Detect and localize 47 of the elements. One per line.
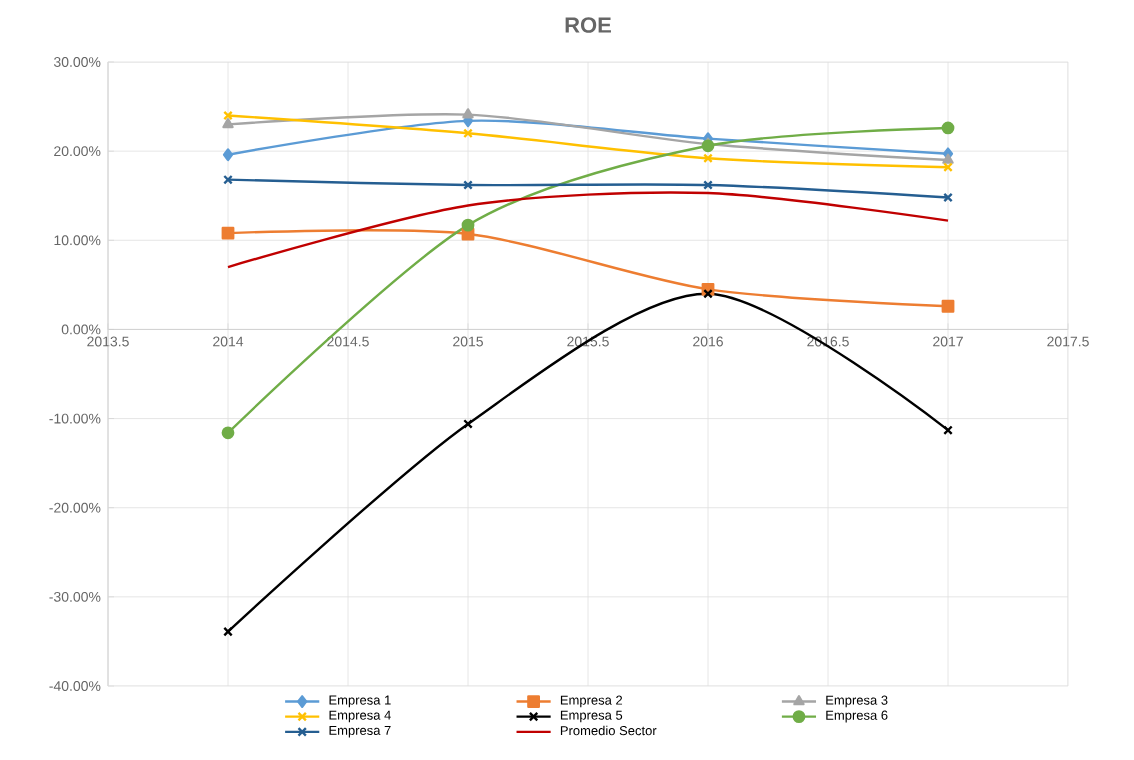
point: [703, 153, 713, 164]
point: [463, 419, 473, 429]
y-tick-label: -20.00%: [49, 502, 101, 513]
x-tick-label: 2013.5: [87, 336, 129, 347]
x-tick-label: 2016: [693, 336, 723, 347]
y-tick-label: -10.00%: [49, 413, 101, 424]
line-series: [226, 191, 950, 269]
x-tick-label: 2014.5: [327, 336, 369, 347]
point: [461, 218, 475, 232]
point: [703, 288, 713, 299]
point: [223, 174, 233, 185]
y-tick-label: 20.00%: [54, 146, 101, 157]
point: [463, 180, 473, 190]
point: [943, 192, 953, 203]
point: [942, 153, 954, 164]
y-tick-label: 30.00%: [53, 57, 101, 67]
point: [943, 425, 953, 436]
legend-label: Empresa 5: [560, 710, 623, 723]
legend-label: Empresa 7: [329, 725, 391, 738]
x-tick-label: 2014: [213, 336, 244, 347]
x-tick-label: 2015: [453, 336, 483, 347]
point: [462, 108, 474, 119]
legend-label: Empresa 6: [826, 710, 888, 723]
y-tick-label: 0.00%: [61, 324, 101, 335]
x-tick-label: 2017.5: [1047, 336, 1089, 347]
point: [943, 162, 953, 173]
point: [221, 226, 235, 240]
legend-label: Empresa 2: [560, 695, 623, 708]
point: [941, 299, 955, 313]
point: [703, 180, 713, 190]
y-tick-label: 10.00%: [54, 235, 101, 246]
legend-label: Promedio Sector: [560, 725, 657, 736]
y-tick-label: -30.00%: [49, 591, 101, 602]
point: [941, 121, 955, 135]
point: [221, 426, 235, 440]
point: [222, 118, 234, 129]
point: [223, 626, 233, 637]
point: [701, 139, 715, 153]
y-tick-label: -40.00%: [49, 681, 101, 691]
legend-label: Empresa 1: [329, 695, 391, 708]
point: [463, 128, 473, 139]
chart-title: ROE: [565, 17, 611, 33]
x-tick-label: 2017: [933, 336, 963, 347]
legend-label: Empresa 4: [329, 710, 391, 723]
point: [223, 110, 233, 121]
legend-label: Empresa 3: [826, 695, 888, 708]
point: [222, 148, 234, 162]
